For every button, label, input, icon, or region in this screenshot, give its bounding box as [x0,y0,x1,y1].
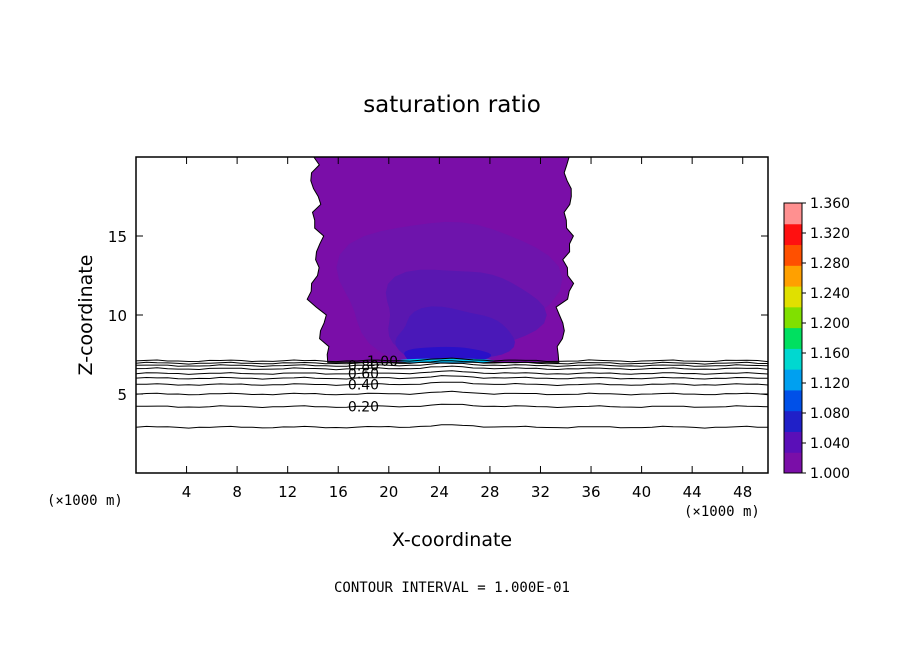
colorbar-segment [784,410,802,432]
x-tick-label: 20 [379,483,398,501]
colorbar-segment [784,389,802,412]
contour-line [135,357,769,363]
contour-line [135,365,769,371]
colorbar-tick-label: 1.240 [810,286,850,302]
colorbar-tick-label: 1.360 [810,196,850,212]
plot-area: 0.200.400.600.801.00 [135,156,769,429]
contour-line [135,381,769,387]
y-axis: 5 10 15 [108,228,768,404]
colorbar-segment [784,286,802,308]
contour-line [136,403,769,409]
colorbar-tick-label: 1.280 [810,256,850,272]
colorbar-tick-label: 1.080 [810,406,850,422]
x-tick-label: 32 [531,483,550,501]
x-tick-label: 16 [329,483,348,501]
x-tick-label: 4 [182,483,192,501]
contour-line [135,360,769,365]
x-unit-left: (×1000 m) [47,493,123,509]
colorbar-segment [784,452,802,474]
contour-line [135,390,769,396]
contour-label: 0.40 [348,378,379,394]
contour-line [135,370,769,375]
x-tick-label: 12 [278,483,297,501]
contour-line [135,362,769,368]
x-tick-label: 44 [683,483,702,501]
plume-level-4 [404,346,492,363]
colorbar-tick-label: 1.200 [810,316,850,332]
colorbar-segment [784,369,802,391]
colorbar-segment [784,327,802,349]
y-tick-label: 10 [108,307,127,325]
x-tick-label: 40 [632,483,651,501]
y-axis-label: Z-coordinate [75,255,97,376]
colorbar-segment [784,306,802,329]
colorbar: 1.360 1.320 1.280 1.240 1.200 1.160 1.120 1.080… [783,196,850,482]
contour-label: 1.00 [367,354,398,370]
chart-title: saturation ratio [363,92,541,118]
contour-line [135,375,768,380]
colorbar-tick-label: 1.160 [810,346,850,362]
y-tick-label: 5 [117,386,127,404]
colorbar-frame [783,202,803,474]
colorbar-segment [784,348,802,370]
x-axis: 4 8 12 16 20 24 28 32 36 40 44 48 [182,157,752,501]
x-tick-label: 24 [430,483,449,501]
x-axis-label: X-coordinate [392,529,512,551]
x-unit-right: (×1000 m) [684,504,760,520]
contour-interval-note: CONTOUR INTERVAL = 1.000E-01 [334,580,570,596]
x-tick-label: 8 [232,483,242,501]
x-tick-label: 28 [480,483,499,501]
contour-label: 0.60 [348,366,379,382]
contour-label: 0.20 [348,400,379,416]
colorbar-segment [784,431,802,453]
contour-line [135,424,768,429]
x-tick-label: 48 [733,483,752,501]
y-tick-label: 15 [108,228,127,246]
colorbar-tick-label: 1.120 [810,376,850,392]
colorbar-tick-label: 1.000 [810,466,850,482]
colorbar-segment [784,203,802,225]
colorbar-tick-label: 1.320 [810,226,850,242]
x-tick-label: 36 [581,483,600,501]
colorbar-segment [784,244,802,266]
colorbar-segment [784,223,802,246]
colorbar-tick-label: 1.040 [810,436,850,452]
colorbar-segment [784,265,802,287]
